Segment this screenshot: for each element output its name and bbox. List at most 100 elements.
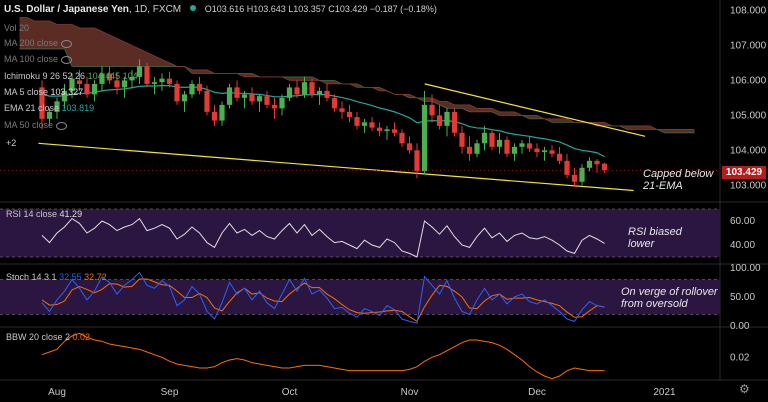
candle	[286, 87, 293, 98]
candle	[159, 78, 165, 83]
candle	[76, 80, 83, 84]
annotation-line: from oversold	[621, 298, 688, 310]
ichimoku-label[interactable]: Ichimoku 9 26 52 26 104.445 104	[4, 71, 138, 81]
candle	[151, 82, 158, 84]
ma100-label[interactable]: MA 100 close	[4, 54, 73, 64]
candle	[451, 111, 458, 133]
candle	[129, 76, 135, 81]
rsi-annotation: RSI biased lower	[628, 226, 682, 250]
candle	[444, 111, 450, 126]
candle	[376, 127, 383, 132]
time-tick-label: 2021	[653, 387, 676, 398]
eye-off-icon[interactable]	[61, 55, 73, 64]
annotation-line: 21-EMA	[643, 180, 683, 192]
price-tick-label: 103.000	[730, 180, 767, 191]
candle	[256, 96, 263, 102]
capped-annotation: Capped below 21-EMA	[643, 168, 713, 192]
ma5-label[interactable]: MA 5 close 103.327	[4, 87, 84, 97]
candle	[189, 83, 195, 95]
candle	[234, 87, 240, 98]
symbol-title[interactable]: U.S. Dollar / Japanese Yen	[4, 4, 129, 15]
stoch-k-value: 32.55	[59, 272, 82, 282]
stoch-tick-label: 0.00	[730, 321, 750, 332]
candle	[264, 96, 270, 105]
annotation-line: lower	[628, 238, 655, 250]
candle	[571, 174, 578, 182]
candle	[181, 94, 188, 102]
candle	[354, 117, 360, 126]
time-tick-label: Dec	[528, 387, 546, 398]
time-tick-label: Nov	[401, 387, 419, 398]
candle	[519, 143, 525, 147]
ema21-line	[41, 85, 605, 158]
candle	[316, 90, 323, 95]
candle	[54, 101, 60, 112]
lower-trendline	[38, 142, 634, 192]
candle	[406, 143, 413, 151]
candle	[549, 150, 555, 154]
candle	[459, 132, 465, 147]
candle	[136, 66, 143, 77]
candle	[226, 87, 233, 105]
candle	[204, 90, 210, 112]
ichimoku-values: 104.445 104	[87, 71, 138, 81]
candle	[271, 104, 278, 109]
candle	[331, 97, 338, 109]
ma50-label[interactable]: MA 50 close	[4, 120, 68, 130]
stoch-pane-label[interactable]: Stoch 14 3 1 32.55 32.72	[6, 272, 107, 282]
annotation-line: RSI biased	[628, 226, 682, 238]
bbw-value: 0.02	[72, 332, 91, 342]
price-tick-label: 105.000	[730, 110, 767, 121]
price-tick-label: 108.000	[730, 5, 767, 16]
bbw-pane-label[interactable]: BBW 20 close 2 0.02	[6, 332, 91, 342]
candle	[481, 132, 488, 144]
annotation-line: Capped below	[643, 168, 714, 180]
candle	[309, 82, 315, 95]
candle	[369, 122, 375, 128]
candle	[99, 73, 105, 84]
more-indicators-toggle[interactable]: +2	[6, 138, 17, 148]
chart-header: U.S. Dollar / Japanese Yen, 1D, FXCM O10…	[4, 4, 437, 15]
status-dot-icon	[189, 5, 196, 11]
candle	[211, 111, 218, 121]
candle	[534, 148, 540, 153]
candle	[564, 160, 570, 175]
candle	[594, 160, 600, 165]
bbw-line	[41, 332, 605, 380]
candle	[114, 80, 120, 88]
ema21-label[interactable]: EMA 21 close 103.819	[4, 103, 95, 113]
candle	[91, 83, 98, 95]
candle	[61, 90, 68, 102]
candle	[166, 78, 173, 84]
stoch-annotation: On verge of rollover from oversold	[621, 286, 718, 310]
candle	[399, 132, 405, 144]
candle	[541, 150, 548, 153]
candle	[429, 104, 435, 116]
rsi-band	[0, 209, 720, 257]
stoch-tick-label: 100.00	[730, 263, 761, 274]
last-price-tag: 103.429	[722, 166, 766, 179]
candle	[526, 143, 533, 149]
ma200-label[interactable]: MA 200 close	[4, 38, 73, 48]
time-tick-label: Oct	[282, 387, 298, 398]
rsi-tick-label: 60.00	[730, 216, 755, 227]
annotation-line: On verge of rollover	[621, 286, 718, 298]
candle	[249, 94, 255, 102]
eye-off-icon[interactable]	[61, 39, 73, 48]
candle	[511, 146, 518, 154]
stoch-d-line	[41, 278, 605, 323]
bbw-tick-label: 0.02	[730, 352, 750, 363]
candle	[294, 87, 300, 95]
candle	[466, 146, 473, 154]
candle	[384, 129, 390, 132]
eye-off-icon[interactable]	[56, 121, 68, 130]
vol-label[interactable]: Vol 20	[4, 23, 30, 33]
cloud-span-b-line	[19, 17, 695, 130]
candle	[46, 111, 53, 119]
interval-label[interactable]: 1D	[134, 4, 148, 15]
candle	[279, 97, 285, 109]
settings-gear-icon[interactable]: ⚙	[739, 382, 750, 396]
rsi-pane-label[interactable]: RSI 14 close 41.29	[6, 209, 83, 219]
